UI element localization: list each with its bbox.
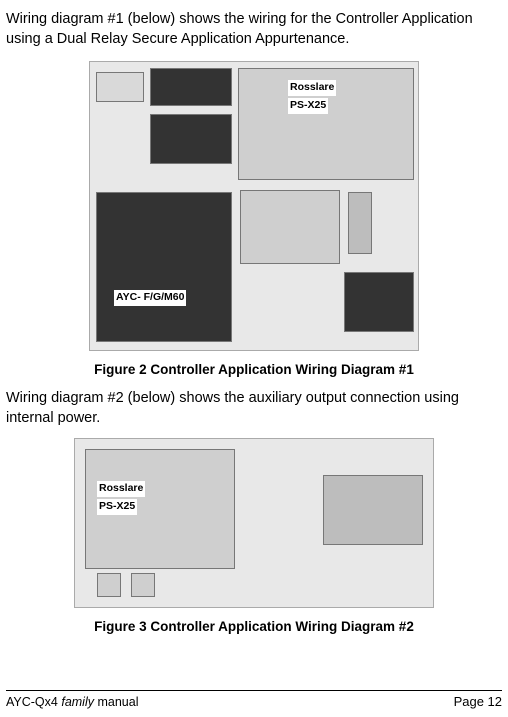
- footer-left: AYC-Qx4 family manual: [6, 695, 138, 709]
- footer-family: family: [58, 695, 98, 709]
- wiring-diagram-2: Rosslare PS-X25: [74, 438, 434, 608]
- fig1-overlay-ayc: AYC- F/G/M60: [114, 290, 186, 306]
- fig2-overlay-rosslare: Rosslare: [97, 481, 145, 497]
- figure-1-container: Rosslare PS-X25 AYC- F/G/M60: [6, 61, 502, 354]
- page-footer: AYC-Qx4 family manual Page 12: [6, 690, 502, 709]
- figure-1-caption: Figure 2 Controller Application Wiring D…: [6, 362, 502, 377]
- figure-2-container: Rosslare PS-X25: [6, 438, 502, 611]
- wiring-diagram-1: Rosslare PS-X25 AYC- F/G/M60: [89, 61, 419, 351]
- footer-page-number: Page 12: [454, 694, 502, 709]
- footer-model: AYC-Qx4: [6, 695, 58, 709]
- fig2-overlay-psx25: PS-X25: [97, 499, 137, 515]
- fig1-overlay-psx25: PS-X25: [288, 98, 328, 114]
- intro-paragraph-2: Wiring diagram #2 (below) shows the auxi…: [6, 389, 502, 428]
- fig1-overlay-rosslare: Rosslare: [288, 80, 336, 96]
- figure-2-caption: Figure 3 Controller Application Wiring D…: [6, 619, 502, 634]
- intro-paragraph-1: Wiring diagram #1 (below) shows the wiri…: [6, 10, 502, 49]
- footer-manual: manual: [97, 695, 138, 709]
